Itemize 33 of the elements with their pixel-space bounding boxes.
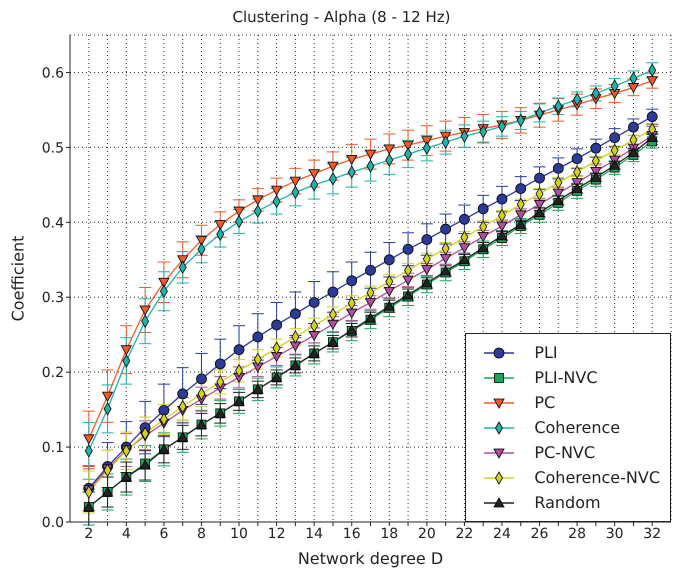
x-tick-label: 4	[122, 526, 131, 542]
x-tick-label: 22	[455, 526, 474, 542]
y-tick-label: 0.3	[42, 290, 64, 306]
x-tick-label: 30	[606, 526, 624, 542]
x-tick-label: 14	[305, 526, 324, 542]
x-tick-label: 18	[380, 526, 398, 542]
x-tick-label: 28	[568, 526, 586, 542]
y-tick-label: 0.6	[42, 65, 64, 82]
y-tick-label: 0.4	[42, 215, 64, 232]
y-axis-title: Coefficient	[8, 236, 28, 322]
legend-label: Coherence	[534, 418, 620, 437]
y-tick-label: 0.2	[42, 365, 64, 382]
x-tick-label: 6	[159, 526, 168, 542]
x-tick-label: 20	[418, 526, 436, 542]
y-tick-label: 0.5	[42, 140, 64, 156]
x-tick-label: 24	[493, 526, 511, 542]
x-tick-label: 26	[530, 526, 549, 542]
x-tick-label: 16	[342, 526, 361, 542]
x-tick-label: 10	[230, 526, 248, 542]
legend-label: PC	[534, 393, 556, 412]
y-tick-label: 0.0	[42, 514, 64, 531]
x-tick-label: 8	[197, 526, 206, 542]
legend-label: Random	[534, 493, 601, 512]
chart-title: Clustering - Alpha (8 - 12 Hz)	[231, 8, 452, 26]
legend-label: PLI-NVC	[534, 368, 598, 387]
x-axis-title: Network degree D	[298, 549, 444, 568]
legend-label: Coherence-NVC	[534, 468, 660, 487]
x-tick-label: 2	[84, 526, 94, 542]
x-tick-label: 12	[268, 526, 286, 542]
legend-label: PC-NVC	[534, 443, 596, 462]
legend-label: PLI	[534, 343, 558, 362]
x-tick-label: 32	[643, 526, 662, 542]
y-tick-label: 0.1	[42, 440, 64, 456]
